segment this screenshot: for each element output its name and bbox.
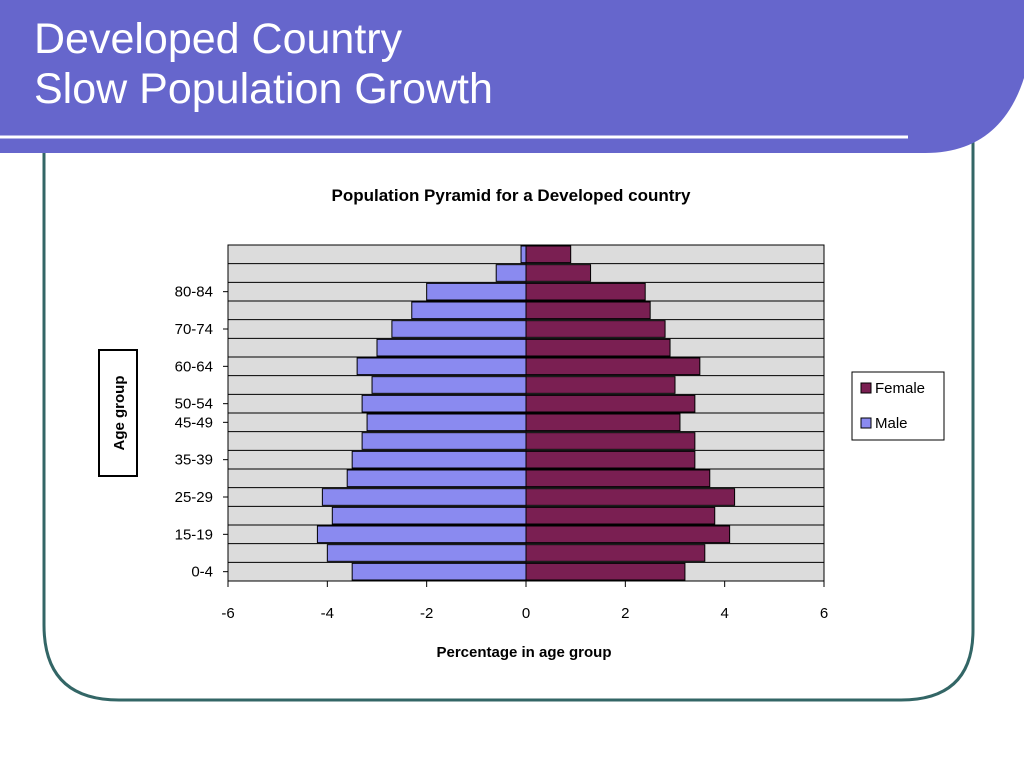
bar-female-85+: [525, 245, 572, 264]
x-axis-label: Percentage in age group: [436, 644, 611, 661]
bars: [316, 245, 736, 581]
grid-lines: [228, 263, 824, 563]
bar-male-5-9: [326, 544, 527, 562]
bar-female-20-24: [525, 488, 736, 506]
bar-female-45-49: [525, 394, 696, 413]
bar-male-45-49: [361, 394, 527, 413]
x-tick-labels: -6 -4 -2 0 2 4 6: [221, 581, 828, 622]
legend: Female Male: [851, 371, 945, 441]
x-tick-label: -6: [221, 605, 234, 622]
bar-female-65-69: [525, 320, 666, 338]
bar-female-35-39: [525, 432, 696, 450]
x-tick-label: 0: [522, 605, 530, 622]
bar-female-50-54: [525, 376, 676, 394]
legend-swatch-female: [860, 382, 872, 394]
bar-female-0-4: [525, 562, 686, 581]
bar-female-60-64: [525, 338, 671, 357]
bar-male-20-24: [321, 488, 527, 506]
y-axis-label-box: [98, 349, 138, 477]
x-tick-label: 6: [820, 605, 828, 622]
bar-male-40-44: [366, 413, 527, 432]
bar-female-10-14: [525, 525, 731, 544]
bar-male-85+: [520, 245, 527, 264]
y-tick-label: 0-4: [191, 564, 213, 581]
bar-female-25-29: [525, 469, 711, 488]
bar-male-0-4: [351, 562, 527, 581]
bar-female-80-84: [525, 264, 592, 282]
slide-title: Developed Country Slow Population Growth: [34, 14, 493, 114]
x-tick-label: -2: [420, 605, 433, 622]
bar-male-55-59: [356, 357, 527, 376]
bar-male-30-34: [351, 450, 527, 469]
bar-female-40-44: [525, 413, 681, 432]
y-axis-label: Age group: [111, 376, 128, 451]
x-tick-label: 4: [720, 605, 728, 622]
y-tick-label: 60-64: [175, 358, 213, 375]
y-tick-label: 70-74: [175, 321, 213, 338]
y-tick-label: 15-19: [175, 526, 213, 543]
bar-female-5-9: [525, 544, 706, 562]
legend-label-female: Female: [875, 380, 925, 397]
x-tick-label: -4: [321, 605, 334, 622]
title-line-2: Slow Population Growth: [34, 65, 493, 113]
bar-male-75-79: [426, 282, 527, 301]
y-tick-label: 50-54: [175, 396, 213, 413]
bar-male-50-54: [371, 376, 527, 394]
x-tick-label: 2: [621, 605, 629, 622]
bar-female-55-59: [525, 357, 701, 376]
legend-swatch-male: [860, 417, 872, 429]
bar-male-35-39: [361, 432, 527, 450]
y-tick-label: 25-29: [175, 489, 213, 506]
title-line-1: Developed Country: [34, 15, 403, 63]
title-band: [0, 0, 1024, 153]
content-border: [42, 95, 975, 702]
bar-male-65-69: [391, 320, 527, 338]
bar-female-75-79: [525, 282, 646, 301]
bar-male-10-14: [316, 525, 527, 544]
bar-male-70-74: [411, 301, 527, 320]
bar-female-30-34: [525, 450, 696, 469]
bar-male-80-84: [495, 264, 527, 282]
bar-male-25-29: [346, 469, 527, 488]
bar-female-70-74: [525, 301, 651, 320]
legend-label-male: Male: [875, 415, 908, 432]
y-tick-label: 80-84: [175, 284, 213, 301]
y-tick-label: 45-49: [175, 414, 213, 431]
chart-title: Population Pyramid for a Developed count…: [332, 186, 691, 205]
bar-male-60-64: [376, 338, 527, 357]
y-tick-label: 35-39: [175, 452, 213, 469]
bar-male-15-19: [331, 506, 527, 525]
bar-female-15-19: [525, 506, 716, 525]
